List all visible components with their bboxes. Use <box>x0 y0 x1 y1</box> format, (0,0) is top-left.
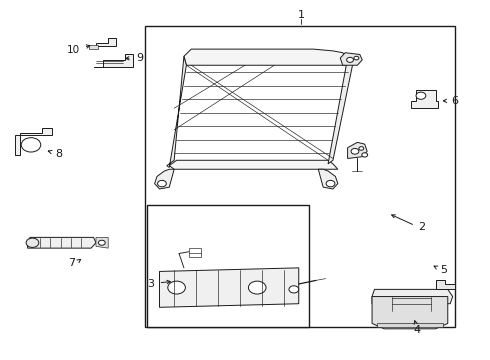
Polygon shape <box>155 169 174 189</box>
Circle shape <box>362 153 368 157</box>
Polygon shape <box>169 160 338 169</box>
Polygon shape <box>184 49 352 65</box>
Polygon shape <box>372 289 453 304</box>
Polygon shape <box>15 128 52 155</box>
Polygon shape <box>89 45 98 49</box>
Polygon shape <box>436 280 455 289</box>
Circle shape <box>168 281 185 294</box>
Circle shape <box>26 238 39 247</box>
Circle shape <box>21 138 41 152</box>
Text: 5: 5 <box>440 265 447 275</box>
Polygon shape <box>94 54 133 67</box>
Circle shape <box>346 57 353 62</box>
Polygon shape <box>347 142 367 158</box>
Text: 6: 6 <box>452 96 459 106</box>
Text: 9: 9 <box>136 53 144 63</box>
Polygon shape <box>328 58 352 164</box>
Circle shape <box>359 147 364 150</box>
Bar <box>147 205 309 327</box>
Polygon shape <box>377 323 443 327</box>
Text: 7: 7 <box>68 258 75 268</box>
Circle shape <box>248 281 266 294</box>
Circle shape <box>354 56 359 60</box>
Polygon shape <box>372 297 448 329</box>
Circle shape <box>98 240 105 245</box>
Text: 1: 1 <box>298 10 305 20</box>
Text: 2: 2 <box>418 222 425 232</box>
Polygon shape <box>340 53 362 65</box>
Circle shape <box>326 180 335 187</box>
Bar <box>189 248 201 257</box>
Polygon shape <box>167 56 186 167</box>
Circle shape <box>351 148 359 154</box>
Polygon shape <box>96 237 108 248</box>
Bar <box>145 26 455 327</box>
Text: 4: 4 <box>414 325 420 335</box>
Polygon shape <box>318 169 338 189</box>
Polygon shape <box>411 90 438 108</box>
Polygon shape <box>27 237 96 248</box>
Circle shape <box>416 92 426 99</box>
Circle shape <box>289 286 299 293</box>
Text: 10: 10 <box>67 45 79 55</box>
Polygon shape <box>159 268 299 307</box>
Circle shape <box>158 180 166 187</box>
Polygon shape <box>96 39 116 46</box>
Text: 3: 3 <box>147 279 155 289</box>
Text: 8: 8 <box>55 149 62 159</box>
